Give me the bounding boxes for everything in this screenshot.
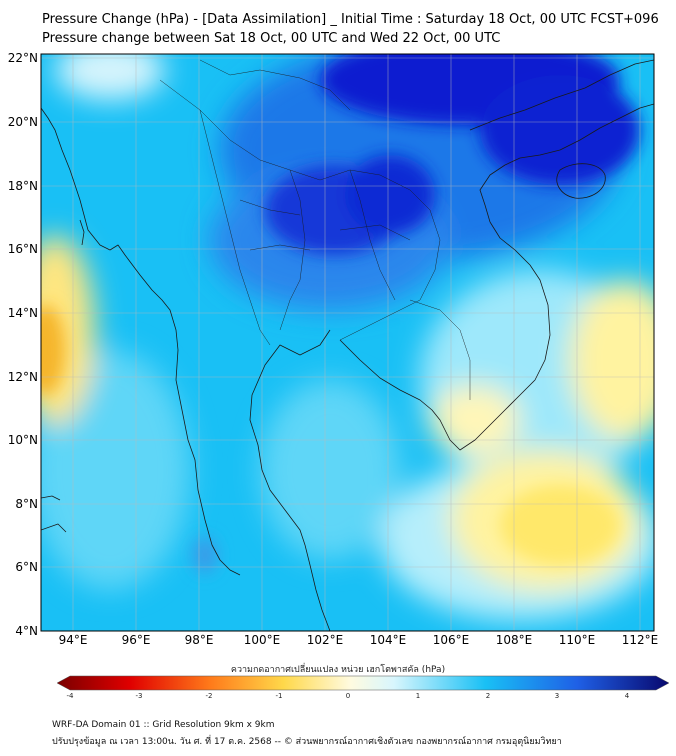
lon-label: 110°E bbox=[558, 633, 596, 647]
colorbar-label: ความกดอากาศเปลี่ยนแปลง หน่วย เฮกโตพาสคัล… bbox=[230, 665, 446, 675]
coastlines bbox=[41, 59, 654, 631]
title-line-2: Pressure change between Sat 18 Oct, 00 U… bbox=[42, 31, 501, 46]
china-coast bbox=[469, 59, 654, 131]
colorbar-tick: 4 bbox=[624, 692, 630, 700]
lat-label: 8°N bbox=[15, 497, 38, 511]
colorbar-tick: -3 bbox=[135, 692, 143, 700]
malay-peninsula-east bbox=[304, 544, 331, 631]
rise-east bbox=[570, 280, 654, 440]
colorbar-tick: 1 bbox=[415, 692, 421, 700]
rise-vietnam-south bbox=[430, 385, 520, 455]
graticule bbox=[41, 54, 654, 631]
rise-west-core bbox=[41, 305, 65, 395]
hainan-island bbox=[556, 163, 606, 199]
sumatra-tip bbox=[41, 495, 67, 533]
colorbar-tick: -1 bbox=[275, 692, 283, 700]
lat-label: 12°N bbox=[7, 370, 38, 384]
lon-label: 96°E bbox=[121, 633, 151, 647]
andaman-islands bbox=[79, 219, 85, 246]
colorbar-tick: 3 bbox=[554, 692, 560, 700]
thailand-gulf-coast bbox=[249, 329, 331, 546]
lat-label: 18°N bbox=[7, 179, 38, 193]
rise-north-left bbox=[55, 54, 165, 100]
fall-northeast-core bbox=[480, 75, 640, 185]
map-frame bbox=[40, 53, 655, 632]
lon-label: 98°E bbox=[184, 633, 214, 647]
footer-model-info: WRF-DA Domain 01 :: Grid Resolution 9km … bbox=[52, 720, 275, 730]
cambodia-vietnam-coast bbox=[339, 221, 551, 451]
fall-laos-core bbox=[345, 155, 435, 235]
lon-label: 100°E bbox=[243, 633, 281, 647]
title-line-1: Pressure Change (hPa) - [Data Assimilati… bbox=[42, 12, 659, 27]
colorbar-bar bbox=[56, 675, 670, 691]
lon-label: 94°E bbox=[58, 633, 88, 647]
rise-southeast-core bbox=[500, 485, 620, 565]
borders bbox=[159, 59, 471, 400]
colorbar-tick: 0 bbox=[345, 692, 351, 700]
colorbar-tick: 2 bbox=[485, 692, 491, 700]
lat-label: 6°N bbox=[15, 560, 38, 574]
vietnam-north-coast bbox=[479, 103, 654, 223]
lon-label: 104°E bbox=[369, 633, 407, 647]
lon-label: 106°E bbox=[432, 633, 470, 647]
lat-label: 14°N bbox=[7, 306, 38, 320]
myanmar-coast bbox=[41, 107, 241, 576]
lat-label: 4°N bbox=[15, 624, 38, 638]
lon-label: 112°E bbox=[621, 633, 659, 647]
colorbar-tick: -4 bbox=[66, 692, 74, 700]
light-central-gulf bbox=[260, 380, 400, 560]
lat-label: 22°N bbox=[7, 51, 38, 65]
lat-label: 10°N bbox=[7, 433, 38, 447]
pressure-change-map bbox=[40, 53, 655, 632]
lon-label: 102°E bbox=[306, 633, 344, 647]
light-west-sea bbox=[41, 350, 190, 590]
colorbar bbox=[56, 675, 670, 691]
lat-label: 20°N bbox=[7, 115, 38, 129]
lat-label: 16°N bbox=[7, 242, 38, 256]
fall-patch-southwest bbox=[193, 537, 217, 573]
lon-label: 108°E bbox=[495, 633, 533, 647]
footer-credit: ปรับปรุงข้อมูล ณ เวลา 13:00น. วัน ศ. ที่… bbox=[52, 737, 562, 747]
colorbar-tick: -2 bbox=[205, 692, 213, 700]
